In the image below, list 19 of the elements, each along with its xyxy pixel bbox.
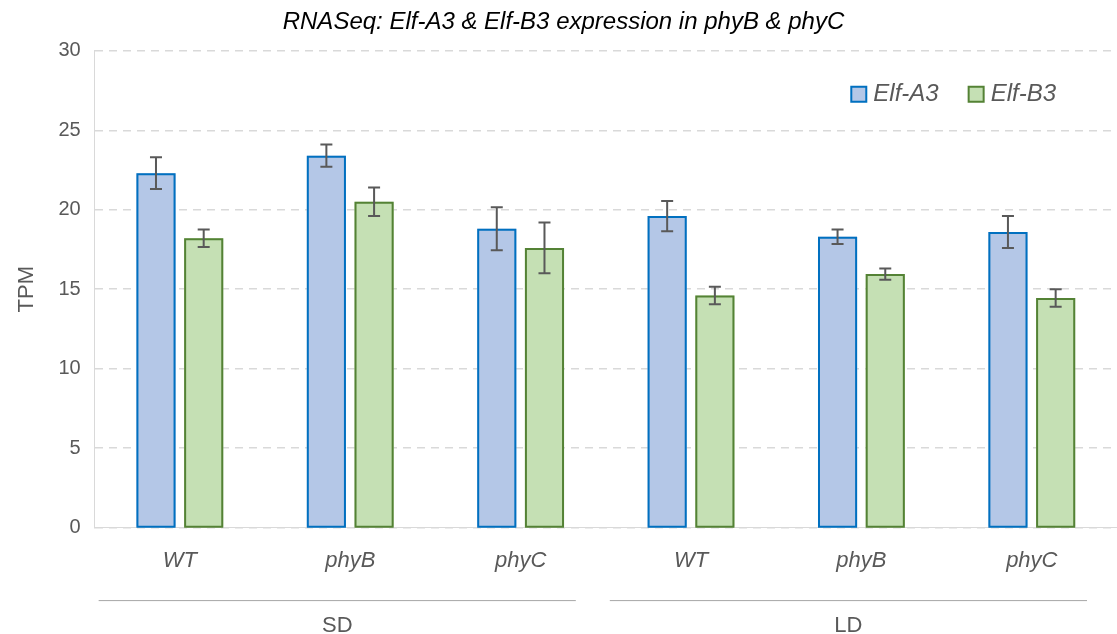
y-tick-label: 20	[58, 197, 81, 220]
x-tick-label: phyB	[324, 546, 376, 572]
y-axis-title: TPM	[13, 265, 39, 313]
legend-label: Elf-B3	[990, 79, 1057, 107]
text: LD	[834, 611, 863, 634]
x-tick-label: WT	[673, 546, 710, 572]
legend-label: Elf-A3	[873, 79, 940, 107]
y-tick-label: 10	[58, 356, 81, 379]
x-tick-label: phyC	[493, 546, 547, 572]
x-tick-label: phyC	[1005, 546, 1058, 572]
y-tick-label: 30	[58, 38, 81, 61]
y-tick-label: 25	[58, 117, 81, 140]
y-tick-label: 15	[58, 276, 81, 299]
x-tick-label: WT	[162, 546, 199, 572]
text: SD	[321, 611, 353, 634]
y-tick-label: 5	[69, 435, 81, 458]
y-tick-label: 0	[69, 515, 81, 538]
x-tick-label: phyB	[835, 546, 887, 572]
chart-title: RNASeq: Elf-A3 & Elf-B3 expression in phyB & phyC	[282, 7, 845, 35]
